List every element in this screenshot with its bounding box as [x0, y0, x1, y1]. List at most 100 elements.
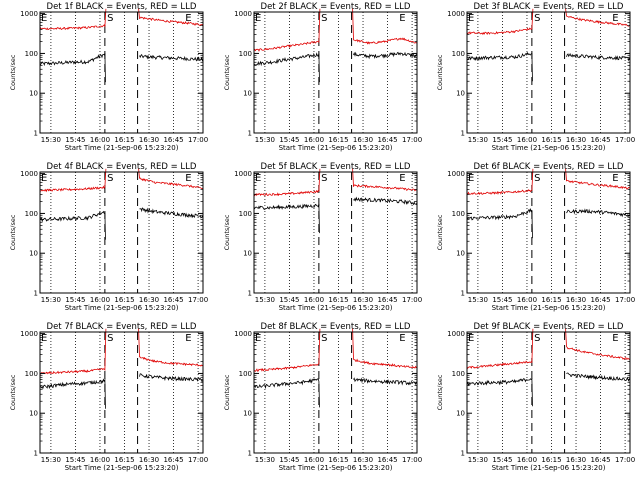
y-tick-label: 100: [239, 210, 252, 218]
events-series-line: [254, 52, 320, 83]
x-tick-label: 15:45: [492, 296, 512, 304]
y-tick-label: 100: [452, 210, 465, 218]
y-tick-label: 10: [456, 250, 465, 258]
lld-series-line: [138, 168, 204, 190]
x-tick-label: 16:30: [566, 456, 586, 464]
lld-series-line: [39, 8, 107, 31]
events-series-line: [353, 51, 418, 60]
y-tick-label: 1000: [447, 10, 465, 18]
x-tick-label: 16:30: [139, 456, 159, 464]
panel-title: Det 3f BLACK = Events, RED = LLD: [474, 2, 624, 12]
y-tick-label: 1: [34, 290, 38, 298]
plot-frame: [39, 171, 204, 294]
lld-series-line: [466, 328, 534, 369]
eclipse-start-marker: E: [41, 173, 47, 184]
plot-frame: [253, 171, 418, 294]
x-tick-label: 16:00: [517, 136, 537, 144]
saa-marker: S: [321, 173, 327, 184]
lld-series-line: [138, 328, 204, 367]
y-tick-label: 1000: [234, 170, 252, 178]
y-tick-label: 10: [29, 250, 38, 258]
lld-series-line: [565, 168, 631, 190]
lld-series-line: [352, 8, 418, 45]
plot-frame: [253, 331, 418, 454]
panel-title: Det 5f BLACK = Events, RED = LLD: [261, 162, 411, 172]
y-tick-label: 1: [461, 450, 465, 458]
x-tick-label: 16:45: [163, 296, 183, 304]
saa-marker: S: [321, 13, 327, 24]
x-tick-label: 15:45: [65, 456, 85, 464]
plot-frame: [39, 331, 204, 454]
eclipse-end-marker: E: [185, 173, 191, 184]
x-axis-label: Start Time (21-Sep-06 15:23:20): [492, 144, 606, 152]
x-tick-label: 15:45: [279, 456, 299, 464]
eclipse-start-marker: E: [468, 333, 474, 344]
x-tick-label: 16:45: [377, 136, 397, 144]
eclipse-start-marker: E: [468, 173, 474, 184]
y-axis-label: Counts/sec: [9, 214, 17, 250]
eclipse-start-marker: E: [468, 13, 474, 24]
y-tick-label: 10: [243, 250, 252, 258]
saa-marker: S: [107, 13, 113, 24]
y-axis-label: Counts/sec: [9, 54, 17, 90]
lld-series-line: [39, 328, 107, 375]
x-tick-label: 16:45: [377, 456, 397, 464]
x-tick-label: 16:45: [590, 136, 610, 144]
x-axis-label: Start Time (21-Sep-06 15:23:20): [65, 144, 179, 152]
saa-marker: S: [107, 333, 113, 344]
x-tick-label: 16:15: [328, 136, 348, 144]
y-tick-label: 10: [243, 410, 252, 418]
panel-title: Det 4f BLACK = Events, RED = LLD: [47, 162, 197, 172]
y-tick-label: 10: [456, 90, 465, 98]
y-axis-label: Counts/sec: [223, 374, 231, 410]
x-tick-label: 15:45: [279, 296, 299, 304]
y-tick-label: 100: [452, 370, 465, 378]
eclipse-start-marker: E: [41, 13, 47, 24]
events-series-line: [39, 210, 106, 240]
x-tick-label: 16:30: [353, 296, 373, 304]
x-axis-label: Start Time (21-Sep-06 15:23:20): [279, 144, 393, 152]
x-tick-label: 15:30: [41, 136, 61, 144]
x-tick-label: 16:30: [139, 136, 159, 144]
plot-frame: [466, 171, 631, 294]
x-tick-label: 16:15: [541, 296, 561, 304]
events-series-line: [466, 51, 533, 82]
y-axis-label: Counts/sec: [223, 54, 231, 90]
y-tick-label: 1000: [234, 10, 252, 18]
lld-series-line: [466, 8, 534, 36]
x-tick-label: 16:15: [114, 296, 134, 304]
y-tick-label: 1: [34, 450, 38, 458]
y-tick-label: 1000: [20, 10, 38, 18]
lld-series-line: [39, 168, 107, 193]
plot-frame: [253, 11, 418, 134]
events-series-line: [353, 196, 418, 206]
x-tick-label: 17:00: [188, 296, 208, 304]
x-tick-label: 16:00: [90, 136, 110, 144]
x-tick-label: 16:45: [163, 456, 183, 464]
saa-marker: S: [534, 13, 540, 24]
panel-title: Det 2f BLACK = Events, RED = LLD: [261, 2, 411, 12]
x-tick-label: 16:30: [566, 136, 586, 144]
x-axis-label: Start Time (21-Sep-06 15:23:20): [492, 464, 606, 472]
x-tick-label: 16:45: [163, 136, 183, 144]
y-tick-label: 1: [34, 130, 38, 138]
events-series-line: [139, 54, 204, 62]
eclipse-end-marker: E: [612, 333, 618, 344]
x-tick-label: 16:15: [541, 136, 561, 144]
y-axis-label: Counts/sec: [223, 214, 231, 250]
x-tick-label: 16:15: [541, 456, 561, 464]
eclipse-end-marker: E: [399, 333, 405, 344]
x-tick-label: 16:45: [590, 296, 610, 304]
x-axis-label: Start Time (21-Sep-06 15:23:20): [65, 464, 179, 472]
events-series-line: [253, 378, 320, 408]
x-tick-label: 15:45: [492, 456, 512, 464]
panel-title: Det 1f BLACK = Events, RED = LLD: [47, 2, 197, 12]
eclipse-end-marker: E: [399, 13, 405, 24]
